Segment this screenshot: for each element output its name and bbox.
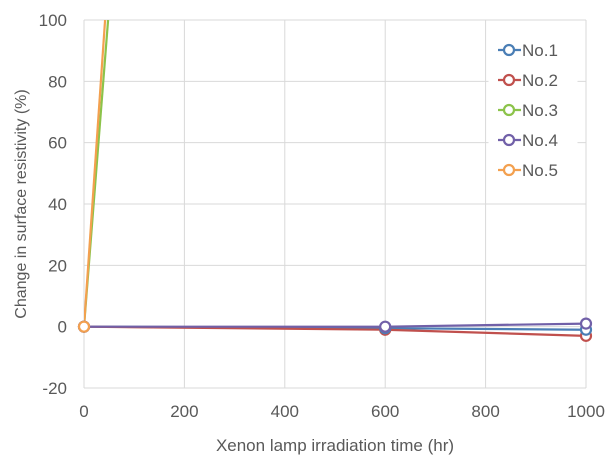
y-tick-label: 40	[48, 195, 67, 214]
data-point-no5-origin	[77, 320, 91, 333]
y-tick-label: 20	[48, 256, 67, 275]
x-tick-label: 800	[471, 402, 499, 421]
series-line-no5	[84, 20, 107, 327]
legend-swatch-marker	[502, 133, 516, 147]
data-point-no4	[379, 320, 392, 333]
x-tick-label: 600	[371, 402, 399, 421]
data-point-no4	[579, 317, 593, 330]
legend: No.1 No.2 No.3 No.4 No.5	[488, 36, 578, 184]
y-axis-title: Change in surface resistivity (%)	[13, 89, 30, 318]
gridlines	[83, 19, 587, 389]
x-tick-label: 1000	[567, 402, 605, 421]
y-tick-label: 60	[48, 134, 67, 153]
legend-background	[488, 36, 578, 184]
legend-swatch-marker	[502, 163, 516, 177]
markers-group	[77, 317, 593, 342]
legend-label: No.1	[522, 41, 558, 60]
legend-swatch-marker	[502, 73, 516, 87]
legend-entry: No.1	[498, 41, 558, 60]
y-tick-label: -20	[42, 379, 67, 398]
axes: 0 200 400 600 800 1000 -20 0 20 40 60 80 100	[39, 11, 605, 421]
legend-label: No.3	[522, 101, 558, 120]
y-tick-label: 100	[39, 11, 67, 30]
x-tick-label: 0	[79, 402, 88, 421]
legend-swatch-marker	[502, 43, 516, 57]
legend-label: No.2	[522, 71, 558, 90]
x-axis-title: Xenon lamp irradiation time (hr)	[216, 436, 454, 455]
x-tick-label: 400	[271, 402, 299, 421]
legend-entry: No.4	[498, 131, 558, 150]
y-tick-label: 0	[58, 318, 67, 337]
x-tick-label: 200	[170, 402, 198, 421]
legend-entry: No.5	[498, 161, 558, 180]
legend-entry: No.2	[498, 71, 558, 90]
legend-entry: No.3	[498, 101, 558, 120]
y-tick-label: 80	[48, 72, 67, 91]
legend-label: No.4	[522, 131, 558, 150]
legend-label: No.5	[522, 161, 558, 180]
legend-swatch-marker	[502, 103, 516, 117]
